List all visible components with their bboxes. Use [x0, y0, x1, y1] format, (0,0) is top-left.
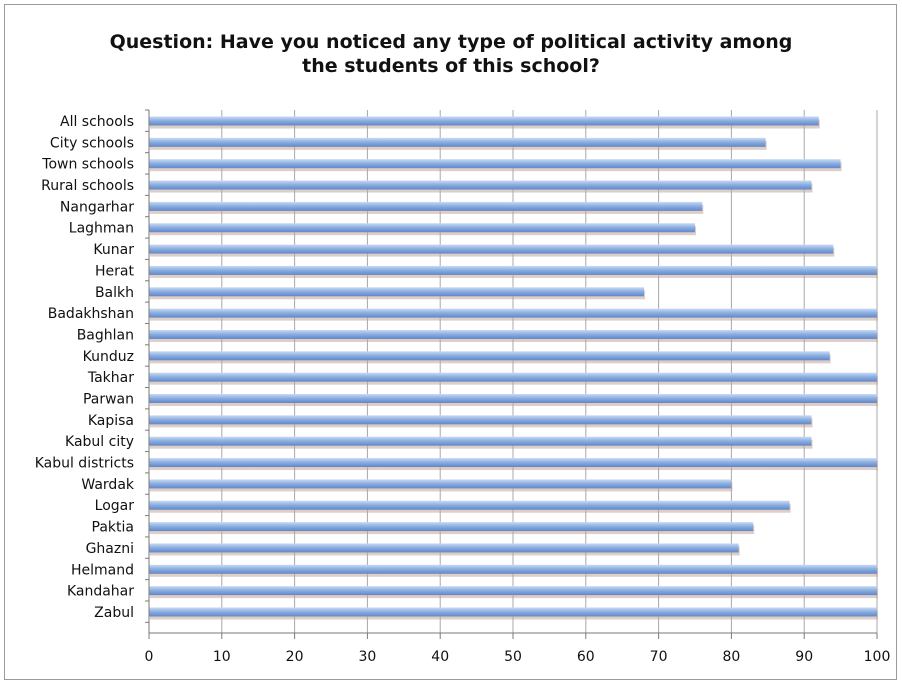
- category-label: Takhar: [87, 370, 134, 386]
- bar: [149, 223, 695, 233]
- category-label: Town schools: [41, 157, 134, 173]
- x-tick-label: 40: [431, 649, 449, 665]
- x-tick-label: 20: [286, 649, 304, 665]
- category-label: Helmand: [71, 562, 134, 578]
- category-label: City schools: [50, 135, 134, 151]
- chart-title-line-2: the students of this school?: [302, 55, 600, 77]
- bars: [149, 116, 878, 620]
- x-tick-label: 70: [650, 649, 668, 665]
- bar: [149, 372, 877, 382]
- category-labels: All schools City schools Town schools Rural…: [35, 114, 135, 621]
- bar: [149, 287, 645, 297]
- category-label: Kabul city: [65, 434, 134, 450]
- axes: [145, 109, 878, 639]
- bar: [149, 244, 834, 254]
- bar: [149, 265, 877, 275]
- category-label: Nangarhar: [60, 199, 134, 215]
- chart-title-line-1: Question: Have you noticed any type of p…: [109, 31, 793, 53]
- bar: [149, 159, 841, 169]
- category-label: Balkh: [95, 285, 134, 301]
- chart-title: Question: Have you noticed any type of p…: [0, 30, 902, 78]
- bar: [149, 607, 877, 617]
- bar: [149, 479, 732, 489]
- bar: [149, 458, 877, 468]
- category-label: Kabul districts: [35, 456, 134, 472]
- category-label: Zabul: [94, 605, 134, 621]
- category-label: Kapisa: [88, 413, 134, 429]
- bar: [149, 394, 877, 404]
- category-label: Baghlan: [77, 327, 134, 343]
- bar: [149, 543, 739, 553]
- bar: [149, 436, 812, 446]
- bar: [149, 586, 877, 596]
- category-label: Badakhshan: [48, 306, 134, 322]
- category-label: Logar: [95, 498, 135, 514]
- bar: [149, 116, 819, 126]
- category-label: Rural schools: [41, 178, 134, 194]
- tick-labels: 0 10 20 30 40 50 60 70 80 90 100: [145, 649, 891, 665]
- bar: [149, 308, 877, 318]
- x-tick-label: 100: [864, 649, 891, 665]
- bar: [149, 180, 812, 190]
- category-label: Paktia: [92, 520, 134, 536]
- bar: [149, 201, 703, 211]
- x-tick-label: 90: [795, 649, 813, 665]
- x-tick-label: 10: [213, 649, 231, 665]
- bar: [149, 415, 812, 425]
- bar: [149, 329, 877, 339]
- x-tick-label: 30: [358, 649, 376, 665]
- category-label: Ghazni: [86, 541, 134, 557]
- x-tick-label: 50: [504, 649, 522, 665]
- category-label: Kunar: [93, 242, 134, 258]
- bar: [149, 137, 766, 147]
- category-label: Herat: [95, 263, 134, 279]
- category-label: Wardak: [81, 477, 135, 493]
- category-label: Kunduz: [83, 349, 134, 365]
- category-label: Parwan: [83, 392, 134, 408]
- category-label: Laghman: [69, 221, 134, 237]
- x-tick-label: 0: [145, 649, 154, 665]
- category-label: Kandahar: [67, 584, 134, 600]
- bar: [149, 564, 877, 574]
- x-tick-label: 60: [577, 649, 595, 665]
- x-tick-label: 80: [722, 649, 740, 665]
- bar: [149, 522, 754, 532]
- category-label: All schools: [60, 114, 134, 130]
- bar: [149, 500, 790, 510]
- bar: [149, 351, 830, 361]
